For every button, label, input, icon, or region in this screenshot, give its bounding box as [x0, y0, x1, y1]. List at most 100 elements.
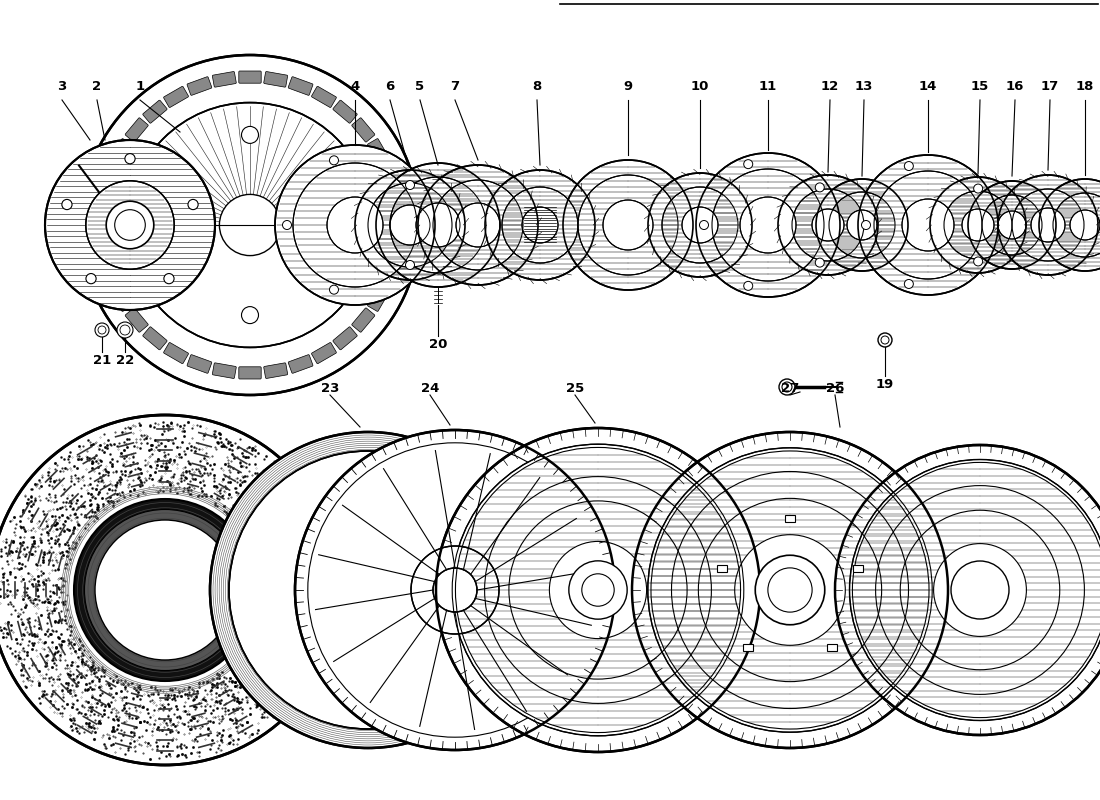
Circle shape — [974, 184, 982, 193]
Circle shape — [80, 55, 420, 395]
Circle shape — [1012, 189, 1084, 261]
Circle shape — [95, 323, 109, 337]
Circle shape — [355, 170, 465, 280]
FancyBboxPatch shape — [212, 71, 236, 87]
FancyBboxPatch shape — [101, 263, 120, 288]
FancyBboxPatch shape — [379, 162, 398, 186]
Text: 22: 22 — [116, 354, 134, 367]
Text: 7: 7 — [450, 80, 460, 93]
FancyBboxPatch shape — [111, 138, 132, 163]
Circle shape — [275, 145, 434, 305]
Circle shape — [0, 415, 340, 765]
Text: 13: 13 — [855, 80, 873, 93]
Circle shape — [603, 200, 653, 250]
Circle shape — [330, 156, 339, 165]
Text: 8: 8 — [532, 80, 541, 93]
Circle shape — [968, 181, 1056, 269]
Circle shape — [858, 155, 998, 295]
Text: etcsp.c: etcsp.c — [539, 575, 661, 605]
Circle shape — [902, 199, 954, 251]
FancyBboxPatch shape — [125, 118, 148, 142]
Circle shape — [998, 175, 1098, 275]
FancyBboxPatch shape — [164, 86, 188, 107]
FancyBboxPatch shape — [212, 363, 236, 378]
FancyBboxPatch shape — [288, 77, 312, 95]
Text: 4: 4 — [351, 80, 360, 93]
Circle shape — [319, 171, 337, 189]
Circle shape — [242, 126, 258, 143]
Circle shape — [563, 160, 693, 290]
Circle shape — [416, 203, 460, 247]
Circle shape — [569, 561, 627, 619]
FancyBboxPatch shape — [288, 354, 312, 374]
Circle shape — [904, 162, 913, 170]
FancyBboxPatch shape — [264, 363, 287, 378]
FancyBboxPatch shape — [367, 138, 388, 163]
Circle shape — [406, 261, 415, 270]
FancyBboxPatch shape — [367, 286, 388, 311]
Circle shape — [756, 555, 825, 625]
Circle shape — [485, 170, 595, 280]
Circle shape — [210, 432, 526, 748]
Circle shape — [433, 274, 443, 284]
Text: 21: 21 — [92, 354, 111, 367]
Circle shape — [662, 187, 738, 263]
Circle shape — [107, 202, 154, 249]
Circle shape — [164, 171, 180, 189]
FancyBboxPatch shape — [111, 286, 132, 311]
Circle shape — [982, 195, 1042, 255]
Text: 14: 14 — [918, 80, 937, 93]
Circle shape — [778, 175, 878, 275]
Text: 1: 1 — [135, 80, 144, 93]
Text: 11: 11 — [759, 80, 777, 93]
Circle shape — [648, 448, 932, 732]
Circle shape — [648, 173, 752, 277]
FancyBboxPatch shape — [311, 342, 337, 364]
Circle shape — [682, 207, 718, 243]
Circle shape — [578, 175, 678, 275]
FancyBboxPatch shape — [388, 187, 404, 211]
Bar — [744, 644, 754, 651]
Circle shape — [229, 451, 507, 729]
FancyBboxPatch shape — [379, 263, 398, 288]
Text: 20: 20 — [429, 338, 448, 351]
Circle shape — [327, 197, 383, 253]
Circle shape — [456, 203, 501, 247]
Circle shape — [847, 210, 877, 240]
FancyBboxPatch shape — [388, 238, 404, 262]
Circle shape — [812, 209, 844, 241]
Circle shape — [1040, 179, 1100, 271]
Circle shape — [815, 258, 824, 267]
FancyBboxPatch shape — [187, 77, 212, 95]
Circle shape — [283, 221, 292, 230]
Circle shape — [117, 322, 133, 338]
Text: 18: 18 — [1076, 80, 1094, 93]
Bar — [717, 565, 727, 571]
Circle shape — [904, 279, 913, 289]
Text: 16: 16 — [1005, 80, 1024, 93]
Bar — [785, 515, 795, 522]
Circle shape — [849, 459, 1100, 721]
Bar — [827, 644, 837, 651]
FancyBboxPatch shape — [333, 100, 358, 123]
Text: 24: 24 — [421, 382, 439, 395]
FancyBboxPatch shape — [392, 214, 404, 236]
Circle shape — [433, 568, 477, 612]
Circle shape — [319, 262, 337, 278]
FancyBboxPatch shape — [97, 187, 112, 211]
Circle shape — [436, 428, 760, 752]
Circle shape — [816, 179, 908, 271]
Circle shape — [861, 221, 870, 230]
Text: 27: 27 — [781, 382, 799, 395]
Circle shape — [1031, 208, 1065, 242]
Circle shape — [779, 379, 795, 395]
FancyBboxPatch shape — [352, 118, 375, 142]
Text: 26: 26 — [826, 382, 844, 395]
Text: 2: 2 — [92, 80, 101, 93]
Circle shape — [878, 333, 892, 347]
Text: 5: 5 — [416, 80, 425, 93]
Text: 15: 15 — [971, 80, 989, 93]
Text: 10: 10 — [691, 80, 710, 93]
FancyBboxPatch shape — [187, 354, 212, 374]
Circle shape — [368, 183, 452, 267]
